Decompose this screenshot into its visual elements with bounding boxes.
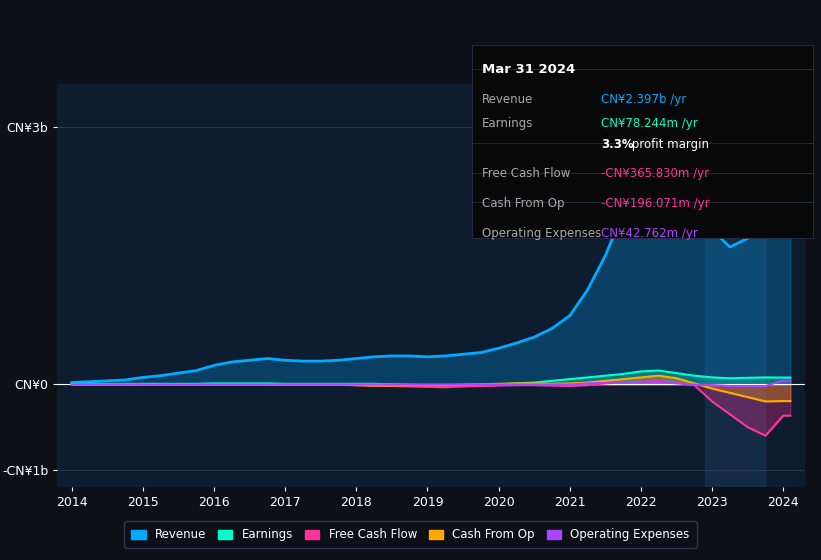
Text: Cash From Op: Cash From Op (482, 197, 564, 210)
Text: Mar 31 2024: Mar 31 2024 (482, 63, 576, 76)
Text: CN¥78.244m /yr: CN¥78.244m /yr (601, 117, 698, 130)
Bar (705, 84, 765, 487)
Text: -CN¥196.071m /yr: -CN¥196.071m /yr (601, 197, 709, 210)
Text: profit margin: profit margin (628, 138, 709, 151)
Text: 3.3%: 3.3% (601, 138, 634, 151)
Text: -CN¥365.830m /yr: -CN¥365.830m /yr (601, 167, 709, 180)
Text: Free Cash Flow: Free Cash Flow (482, 167, 571, 180)
Text: CN¥2.397b /yr: CN¥2.397b /yr (601, 93, 686, 106)
Text: Operating Expenses: Operating Expenses (482, 227, 601, 240)
Legend: Revenue, Earnings, Free Cash Flow, Cash From Op, Operating Expenses: Revenue, Earnings, Free Cash Flow, Cash … (124, 521, 697, 548)
Text: CN¥42.762m /yr: CN¥42.762m /yr (601, 227, 698, 240)
Text: Earnings: Earnings (482, 117, 534, 130)
Text: Revenue: Revenue (482, 93, 534, 106)
